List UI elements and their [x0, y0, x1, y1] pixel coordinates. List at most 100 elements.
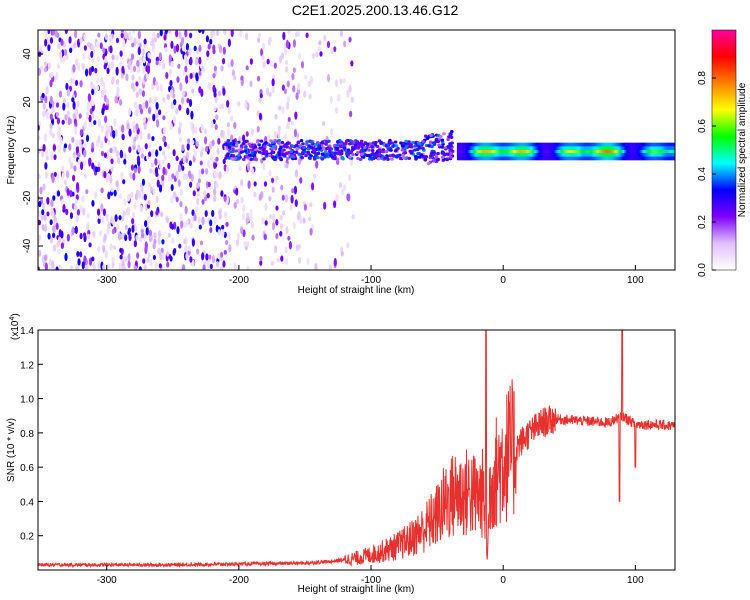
- signal-cell: [302, 145, 307, 149]
- signal-cell: [346, 148, 351, 152]
- noise-cell: [62, 55, 66, 62]
- noise-cell: [73, 118, 78, 125]
- noise-cell: [79, 205, 83, 213]
- noise-cell: [143, 264, 147, 270]
- noise-cell: [349, 110, 353, 118]
- noise-cell: [135, 123, 139, 130]
- noise-cell: [47, 62, 52, 70]
- noise-cell: [206, 260, 210, 268]
- noise-cell: [166, 251, 170, 257]
- noise-cell: [330, 47, 334, 55]
- noise-cell: [69, 265, 74, 270]
- noise-cell: [79, 80, 83, 88]
- noise-cell: [60, 38, 64, 46]
- noise-cell: [207, 82, 211, 91]
- noise-cell: [274, 245, 278, 254]
- noise-cell: [240, 179, 244, 187]
- noise-cell: [38, 211, 42, 218]
- signal-cell: [421, 140, 425, 144]
- noise-cell: [76, 38, 81, 48]
- noise-cell: [105, 97, 110, 105]
- signal-cell: [226, 138, 231, 143]
- noise-cell: [136, 155, 141, 163]
- noise-cell: [186, 107, 190, 116]
- noise-cell: [187, 245, 191, 252]
- noise-cell: [339, 78, 343, 85]
- noise-cell: [132, 211, 136, 218]
- signal-cell: [370, 145, 375, 149]
- noise-cell: [143, 38, 147, 45]
- noise-cell: [155, 112, 159, 119]
- noise-cell: [292, 85, 296, 93]
- noise-cell: [79, 161, 84, 171]
- noise-cell: [183, 54, 188, 62]
- noise-cell: [139, 131, 143, 140]
- noise-cell: [147, 215, 151, 222]
- noise-cell: [261, 54, 265, 61]
- noise-cell: [65, 208, 69, 216]
- noise-cell: [148, 235, 153, 243]
- signal-cell: [237, 153, 241, 157]
- noise-cell: [56, 173, 60, 182]
- noise-cell: [131, 224, 135, 233]
- noise-cell: [178, 243, 182, 249]
- noise-cell: [167, 162, 171, 170]
- noise-cell: [162, 62, 166, 70]
- noise-cell: [51, 175, 55, 184]
- noise-cell: [75, 182, 80, 191]
- noise-cell: [270, 177, 275, 184]
- noise-cell: [192, 190, 196, 197]
- noise-cell: [186, 151, 190, 159]
- noise-cell: [297, 52, 302, 60]
- noise-cell: [61, 172, 65, 179]
- noise-cell: [182, 90, 186, 96]
- noise-cell: [85, 264, 89, 270]
- noise-cell: [195, 72, 199, 80]
- noise-cell: [83, 142, 87, 149]
- noise-cell: [161, 251, 165, 261]
- noise-cell: [76, 208, 81, 216]
- noise-cell: [229, 115, 234, 122]
- noise-cell: [161, 150, 166, 156]
- noise-cell: [168, 69, 173, 75]
- noise-cell: [314, 263, 318, 270]
- noise-cell: [68, 143, 72, 151]
- noise-cell: [303, 203, 307, 211]
- signal-cell: [358, 157, 363, 161]
- noise-cell: [151, 149, 155, 157]
- noise-cell: [105, 105, 109, 111]
- noise-cell: [118, 193, 123, 199]
- noise-cell: [38, 174, 42, 180]
- noise-cell: [140, 228, 144, 234]
- noise-cell: [251, 167, 255, 175]
- noise-cell: [308, 216, 312, 222]
- noise-cell: [115, 54, 119, 61]
- noise-cell: [284, 257, 289, 266]
- noise-cell: [227, 232, 231, 241]
- noise-cell: [74, 198, 78, 205]
- noise-cell: [197, 191, 201, 197]
- noise-cell: [178, 104, 182, 111]
- signal-cell: [450, 129, 454, 134]
- noise-cell: [115, 79, 120, 85]
- noise-cell: [262, 60, 266, 69]
- signal-cell: [377, 152, 381, 157]
- noise-cell: [266, 134, 271, 142]
- noise-cell: [195, 205, 199, 212]
- noise-cell: [128, 107, 132, 116]
- noise-cell: [180, 37, 185, 45]
- noise-cell: [197, 216, 201, 224]
- noise-cell: [122, 210, 126, 217]
- noise-cell: [195, 48, 200, 55]
- signal-cell: [418, 155, 422, 159]
- noise-cell: [161, 239, 165, 245]
- noise-cell: [53, 171, 57, 177]
- signal-cell: [374, 154, 379, 158]
- signal-cell: [277, 141, 281, 145]
- noise-cell: [280, 184, 284, 191]
- noise-cell: [198, 86, 202, 94]
- noise-cell: [283, 88, 288, 95]
- noise-cell: [127, 253, 131, 262]
- noise-cell: [290, 120, 295, 126]
- noise-cell: [69, 47, 73, 54]
